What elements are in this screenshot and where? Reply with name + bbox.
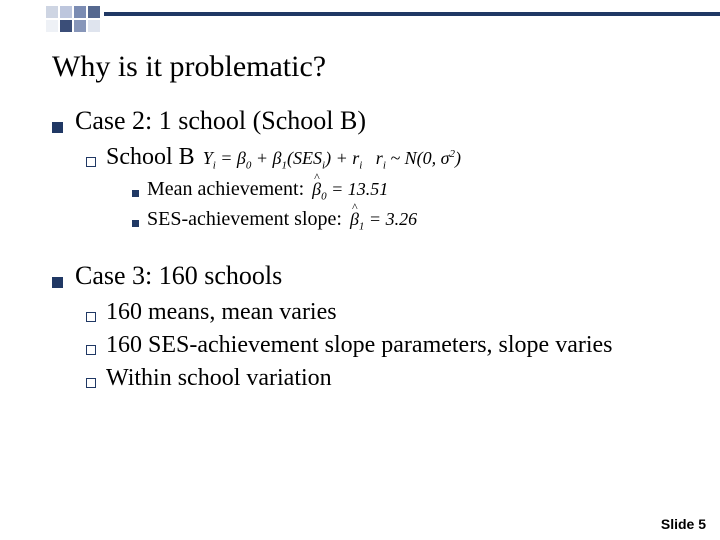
bullet-open-icon bbox=[86, 312, 96, 322]
case2-schoolb-label: School B bbox=[106, 144, 195, 171]
bullet-small-icon bbox=[132, 190, 139, 197]
case3-item-0-text: 160 means, mean varies bbox=[106, 299, 337, 325]
case2-mean-row: Mean achievement: β0 = 13.51 bbox=[132, 178, 680, 203]
case3-item-1: 160 SES-achievement slope parameters, sl… bbox=[86, 332, 680, 359]
case2-slope-formula: β1 = 3.26 bbox=[350, 209, 417, 233]
case2-model-formula: Yi = β0 + β1(SESi) + ri ri ~ N(0, σ2) bbox=[203, 148, 461, 172]
header-square-icon bbox=[46, 20, 58, 32]
case3-item-1-text: 160 SES-achievement slope parameters, sl… bbox=[106, 332, 613, 358]
bullet-open-icon bbox=[86, 345, 96, 355]
header-square-icon bbox=[74, 6, 86, 18]
header-square-icon bbox=[60, 20, 72, 32]
case2-slope-row: SES-achievement slope: β1 = 3.26 bbox=[132, 208, 680, 233]
case3-item-0: 160 means, mean varies bbox=[86, 299, 680, 326]
header-square-icon bbox=[88, 6, 100, 18]
slide: Why is it problematic? Case 2: 1 school … bbox=[0, 0, 720, 540]
case2-heading: Case 2: 1 school (School B) bbox=[52, 106, 680, 136]
slide-title: Why is it problematic? bbox=[52, 50, 326, 84]
case3-item-2-text: Within school variation bbox=[106, 365, 332, 391]
bullet-filled-icon bbox=[52, 122, 63, 133]
case3-heading-text: Case 3: 160 schools bbox=[75, 261, 282, 291]
header-square-icon bbox=[88, 20, 100, 32]
header-square-icon bbox=[60, 6, 72, 18]
case3-item-2: Within school variation bbox=[86, 365, 680, 392]
case2-slope-label: SES-achievement slope: bbox=[147, 208, 342, 231]
bullet-open-icon bbox=[86, 378, 96, 388]
bullet-open-icon bbox=[86, 157, 96, 167]
case2-schoolb-row: School B Yi = β0 + β1(SESi) + ri ri ~ N(… bbox=[86, 144, 680, 172]
slide-body: Case 2: 1 school (School B) School B Yi … bbox=[52, 106, 680, 398]
header-square-icon bbox=[74, 20, 86, 32]
bullet-small-icon bbox=[132, 220, 139, 227]
header-square-icon bbox=[46, 6, 58, 18]
case3-heading: Case 3: 160 schools bbox=[52, 261, 680, 291]
case2-mean-label: Mean achievement: bbox=[147, 178, 304, 201]
case2-mean-formula: β0 = 13.51 bbox=[312, 179, 388, 203]
header-bar bbox=[104, 12, 720, 16]
case2-heading-text: Case 2: 1 school (School B) bbox=[75, 106, 366, 136]
bullet-filled-icon bbox=[52, 277, 63, 288]
header-decoration bbox=[0, 0, 720, 28]
slide-number: Slide 5 bbox=[661, 516, 706, 532]
